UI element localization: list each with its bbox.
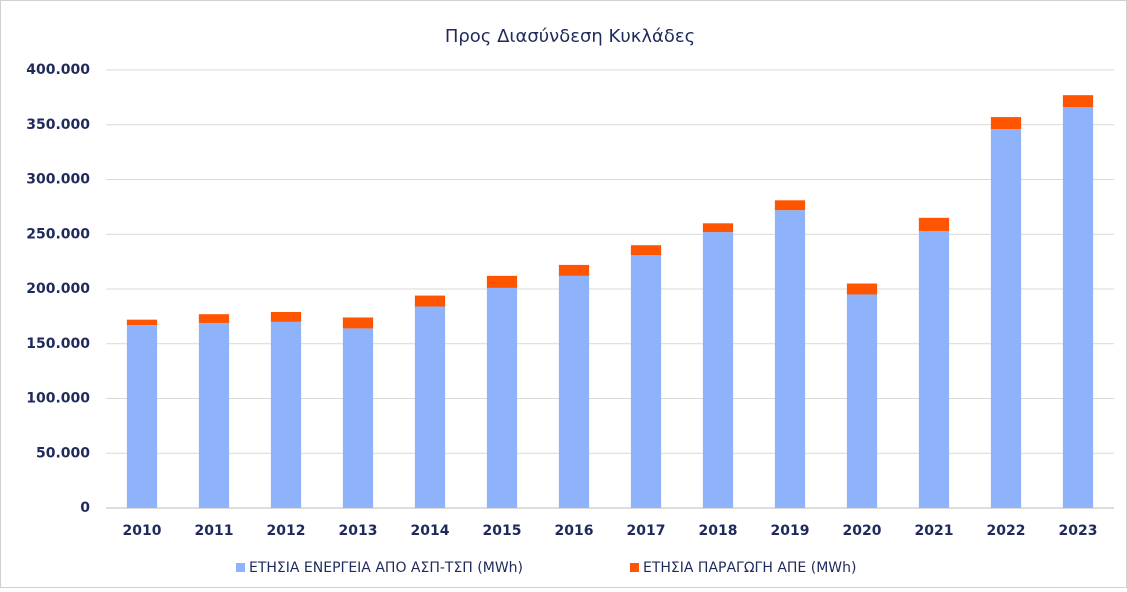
y-tick-label: 250.000 [26,226,90,242]
bar-segment [846,294,878,508]
bar-segment [630,255,662,508]
bar-segment [990,117,1022,130]
chart-title: Προς Διασύνδεση Κυκλάδες [445,26,695,47]
y-tick-label: 150.000 [26,336,90,352]
x-tick-label: 2010 [123,523,162,539]
bar-segment [630,245,662,256]
bar-segment [414,306,446,508]
bar-segment [702,223,734,233]
bar-segment [774,210,806,508]
x-tick-label: 2021 [915,523,954,539]
y-tick-label: 100.000 [26,391,90,407]
bar-segment [918,230,950,508]
bar-segment [414,295,446,307]
x-tick-label: 2013 [339,523,378,539]
y-tick-label: 400.000 [26,62,90,78]
bar-segment [126,325,158,508]
x-tick-label: 2022 [987,523,1026,539]
legend-swatch [630,563,639,572]
legend-label: ΕΤΗΣΙΑ ΕΝΕΡΓΕΙΑ ΑΠΟ ΑΣΠ-ΤΣΠ (MWh) [249,560,523,576]
bar-segment [486,275,518,288]
bar-segment [990,129,1022,508]
y-tick-label: 300.000 [26,172,90,188]
bar-segment [1062,107,1094,508]
bar-segment [198,314,230,323]
bar-segment [846,283,878,295]
x-tick-label: 2023 [1059,523,1098,539]
x-tick-label: 2018 [699,523,738,539]
bar-segment [270,321,302,508]
bar-segment [1062,95,1094,108]
x-tick-label: 2012 [267,523,306,539]
y-tick-label: 200.000 [26,281,90,297]
y-tick-label: 50.000 [36,445,90,461]
bar-segment [702,232,734,508]
bar-segment [558,275,590,508]
bar-segment [486,287,518,508]
bar-segment [774,200,806,211]
x-tick-label: 2017 [627,523,666,539]
bar-segment [198,322,230,508]
x-tick-label: 2016 [555,523,594,539]
bar-segment [342,317,374,329]
bar-segment [918,217,950,231]
y-tick-label: 0 [80,500,90,516]
y-tick-label: 350.000 [26,117,90,133]
bar-segment [342,328,374,508]
legend-swatch [236,563,245,572]
x-tick-label: 2011 [195,523,234,539]
x-tick-label: 2020 [843,523,882,539]
bar-segment [558,264,590,276]
legend-label: ΕΤΗΣΙΑ ΠΑΡΑΓΩΓΗ ΑΠΕ (MWh) [643,560,856,576]
x-tick-label: 2015 [483,523,522,539]
x-tick-label: 2019 [771,523,810,539]
x-tick-label: 2014 [411,523,450,539]
bar-segment [126,319,158,326]
bar-segment [270,311,302,322]
